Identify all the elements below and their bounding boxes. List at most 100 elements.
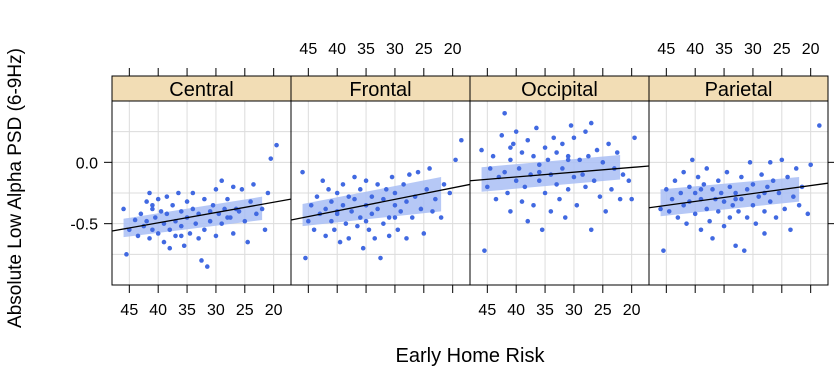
data-point: [153, 215, 158, 220]
data-point: [381, 221, 386, 226]
data-point: [222, 206, 227, 212]
plot-area: [649, 101, 828, 285]
data-point: [121, 206, 126, 212]
data-point: [202, 227, 207, 233]
data-point: [349, 209, 354, 214]
data-point: [785, 174, 790, 180]
data-point: [499, 133, 505, 138]
data-point: [207, 209, 213, 214]
x-tick-label-bottom: 45: [478, 302, 496, 319]
regression-line: [649, 182, 828, 209]
data-point: [274, 142, 279, 148]
data-point: [144, 218, 149, 224]
data-point: [242, 218, 248, 224]
data-point: [536, 162, 542, 168]
data-point: [230, 184, 236, 190]
data-point: [594, 147, 600, 153]
data-point: [522, 184, 528, 190]
data-point: [219, 221, 225, 226]
data-point: [788, 227, 793, 233]
x-tick-label-bottom: 35: [536, 302, 554, 319]
data-point: [765, 184, 770, 190]
data-point: [398, 209, 404, 214]
data-point: [138, 211, 144, 217]
data-point: [750, 182, 756, 187]
data-point: [525, 218, 531, 224]
data-point: [204, 264, 210, 269]
x-axis-label: Early Home Risk: [396, 345, 546, 367]
data-point: [753, 221, 759, 226]
data-point: [733, 196, 738, 202]
data-point: [245, 239, 250, 245]
data-point: [617, 196, 623, 202]
data-point: [759, 172, 764, 177]
data-point: [721, 223, 727, 229]
data-point: [329, 218, 334, 224]
data-point: [482, 248, 487, 253]
data-point: [586, 153, 591, 159]
panel-parietal: Parietal 45 40 35 30 25 20: [648, 41, 829, 293]
data-point: [698, 187, 704, 192]
data-point: [672, 178, 678, 184]
strip-label: Parietal: [705, 79, 773, 101]
data-point: [363, 178, 369, 184]
data-point: [551, 135, 557, 141]
data-point: [268, 156, 274, 161]
data-point: [239, 187, 245, 192]
data-point: [199, 258, 204, 263]
data-point: [173, 233, 178, 239]
data-point: [176, 190, 181, 196]
data-point: [545, 157, 551, 163]
strip-header: [290, 75, 471, 102]
data-point: [606, 141, 611, 147]
x-tick-label-bottom: 20: [623, 302, 641, 319]
data-point: [562, 215, 568, 220]
data-point: [132, 217, 138, 223]
data-point: [395, 227, 401, 233]
data-point: [695, 174, 701, 180]
x-tick-label-top: 30: [386, 41, 404, 58]
panel-central: Central 45 40 35 30 25 20: [111, 68, 292, 319]
data-point: [303, 255, 308, 261]
data-point: [531, 153, 536, 159]
x-tick-label-top: 35: [357, 41, 375, 58]
data-point: [724, 169, 730, 175]
data-point: [453, 157, 458, 163]
data-point: [661, 248, 666, 253]
data-point: [147, 236, 152, 241]
data-point: [733, 190, 738, 196]
data-point: [392, 215, 398, 220]
data-point: [409, 215, 415, 220]
data-point: [375, 206, 380, 212]
data-point: [727, 184, 733, 190]
data-point: [762, 231, 767, 236]
regression-line: [112, 198, 291, 232]
data-point: [508, 145, 513, 150]
data-point: [329, 199, 334, 204]
data-point: [485, 184, 490, 190]
data-point: [178, 223, 184, 229]
data-point: [796, 202, 802, 208]
data-point: [155, 231, 161, 236]
data-point: [817, 123, 822, 128]
data-point: [184, 199, 190, 204]
data-point: [750, 202, 756, 208]
data-point: [560, 166, 565, 171]
data-point: [557, 196, 562, 202]
data-point: [692, 211, 698, 217]
data-point: [386, 215, 392, 220]
data-point: [629, 196, 634, 202]
data-point: [259, 206, 265, 212]
data-point: [762, 209, 767, 214]
data-point: [793, 166, 799, 171]
data-point: [603, 209, 608, 214]
x-tick-label-top: 45: [657, 41, 675, 58]
data-point: [343, 221, 349, 226]
data-point: [447, 190, 453, 196]
data-point: [715, 209, 721, 214]
data-point: [721, 199, 727, 204]
data-point: [536, 169, 542, 175]
data-point: [542, 145, 548, 150]
data-point: [782, 206, 787, 212]
